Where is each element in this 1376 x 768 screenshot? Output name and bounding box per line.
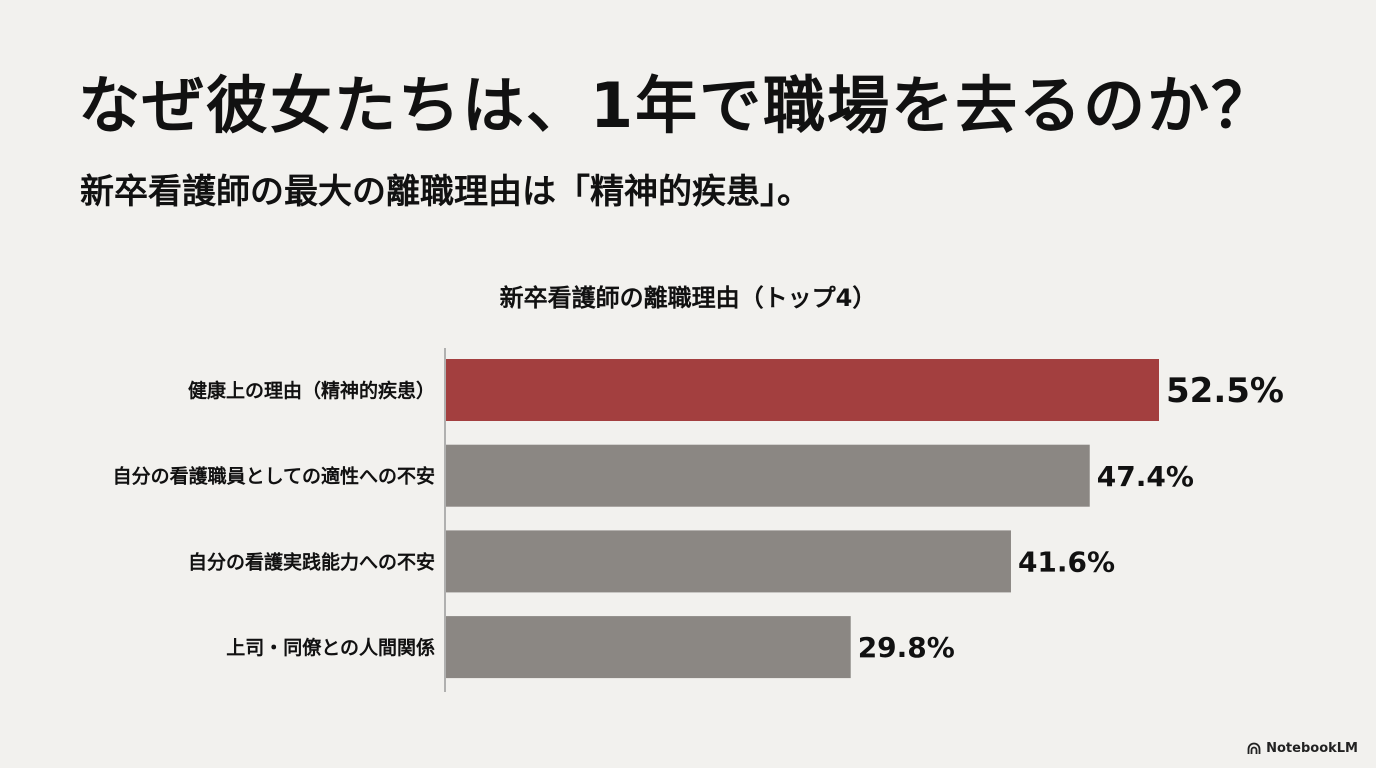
category-label-3: 上司・同僚との人間関係 — [226, 636, 435, 659]
value-label-3: 29.8% — [858, 631, 955, 664]
value-label-1: 47.4% — [1097, 460, 1194, 493]
brand-name: NotebookLM — [1266, 741, 1358, 756]
category-label-1: 自分の看護職員としての適性への不安 — [113, 465, 435, 488]
bar-0 — [446, 359, 1159, 421]
notebooklm-logo-icon — [1247, 742, 1261, 754]
value-label-2: 41.6% — [1018, 545, 1115, 578]
bar-2 — [446, 530, 1011, 593]
notebooklm-brand: NotebookLM — [1247, 741, 1358, 756]
page-subtitle: 新卒看護師の最大の離職理由は「精神的疾患」。 — [80, 172, 811, 212]
bar-1 — [446, 444, 1090, 507]
value-label-0: 52.5% — [1166, 371, 1284, 411]
category-label-0: 健康上の理由（精神的疾患） — [188, 379, 435, 402]
bar-3 — [446, 616, 851, 679]
page-title: なぜ彼女たちは、1年で職場を去るのか？ — [78, 69, 1276, 142]
category-label-2: 自分の看護実践能力への不安 — [188, 550, 435, 573]
chart-title: 新卒看護師の離職理由（トップ4） — [499, 284, 877, 312]
